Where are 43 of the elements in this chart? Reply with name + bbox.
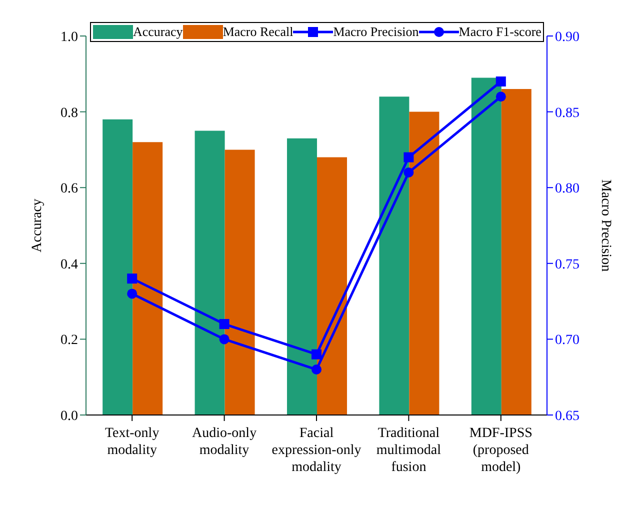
x-tick-label: Traditional multimodal fusion [376, 426, 442, 475]
y-tick-label: 1.0 [60, 30, 78, 45]
x-tick-label: Audio-only modality [192, 426, 257, 458]
x-tick-label: Facial expression-only modality [272, 426, 362, 475]
y2-tick-label: 0.90 [555, 30, 580, 45]
legend-label: Macro Recall [222, 24, 294, 40]
y-tick-label: 0.0 [60, 408, 78, 424]
legend-label: Macro F1-score [458, 24, 542, 40]
y-tick-label: 0.4 [60, 257, 78, 272]
y-tick-label: 0.8 [60, 106, 78, 121]
point [127, 288, 138, 299]
y2-tick-label: 0.70 [555, 333, 580, 348]
bar [194, 130, 225, 415]
x-tick-label: Text-only modality [104, 426, 160, 458]
bar [379, 96, 410, 415]
bar [102, 119, 133, 415]
y-tick-label: 0.2 [60, 333, 78, 348]
point [496, 92, 506, 102]
point [404, 167, 414, 178]
bar [501, 89, 532, 415]
point [404, 152, 414, 162]
bar [471, 78, 502, 415]
bar [224, 150, 255, 415]
point [312, 364, 322, 375]
bar [316, 157, 347, 415]
bar [409, 112, 440, 415]
y2-tick-label: 0.65 [555, 408, 580, 424]
bar [286, 138, 317, 415]
point [127, 274, 138, 284]
legend-label: Macro Precision [333, 24, 419, 40]
y-axis-title: Accuracy [30, 198, 45, 252]
point [312, 349, 322, 360]
y2-tick-label: 0.75 [555, 257, 580, 272]
point [219, 334, 230, 344]
legend-label: Accuracy [133, 24, 183, 40]
x-tick-label: MDF-IPSS (proposed model) [469, 426, 532, 475]
point [496, 76, 506, 86]
y2-tick-label: 0.80 [555, 182, 580, 197]
point [219, 319, 230, 330]
bar [132, 142, 163, 415]
y2-axis-title: Macro Precision [598, 179, 614, 272]
y2-tick-label: 0.85 [555, 106, 580, 121]
y-tick-label: 0.6 [60, 182, 78, 197]
